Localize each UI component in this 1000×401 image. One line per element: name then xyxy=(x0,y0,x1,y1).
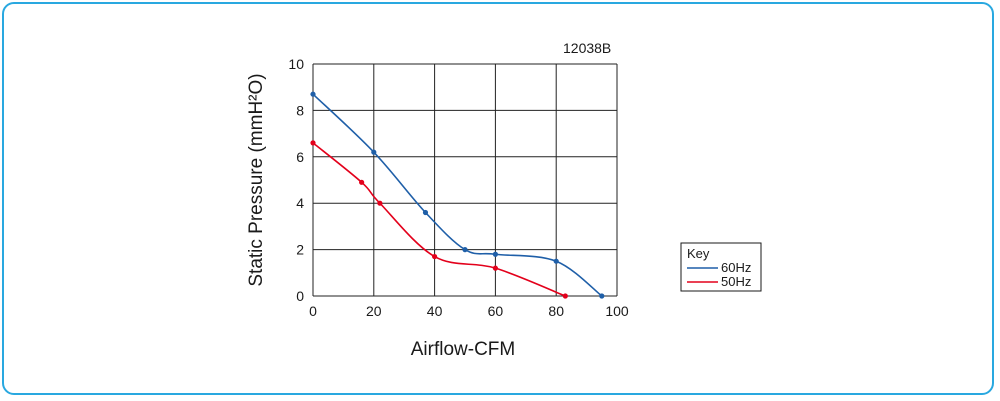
series-layer xyxy=(310,91,605,299)
x-tick-label: 40 xyxy=(427,303,443,319)
y-tick-label: 2 xyxy=(296,242,304,258)
legend: Key 60Hz 50Hz xyxy=(680,242,762,292)
legend-box xyxy=(680,242,762,292)
y-tick-label: 6 xyxy=(296,149,304,165)
plot-grid xyxy=(312,63,618,297)
data-point-60hz xyxy=(599,293,605,299)
legend-label-60hz: 60Hz xyxy=(721,260,751,275)
data-point-50hz xyxy=(310,140,316,146)
x-tick-label: 60 xyxy=(488,303,504,319)
data-point-60hz xyxy=(422,209,429,216)
series-line-60hz xyxy=(312,93,603,297)
y-tick-label: 0 xyxy=(296,288,304,304)
y-tick-label: 10 xyxy=(288,56,304,72)
chart-frame xyxy=(2,2,994,395)
data-point-60hz xyxy=(371,149,377,155)
y-axis-title: Static Pressure (mmH²O) xyxy=(246,73,267,286)
x-tick-label: 100 xyxy=(605,303,629,319)
model-label: 12038B xyxy=(563,40,611,56)
data-point-60hz xyxy=(553,258,559,264)
data-point-50hz xyxy=(492,265,498,271)
data-point-50hz xyxy=(377,200,383,206)
x-axis-title: Airflow-CFM xyxy=(411,339,516,360)
data-point-50hz xyxy=(359,179,365,185)
x-tick-label: 0 xyxy=(309,303,317,319)
axis-ticks: 0 20 40 60 80 100 0 2 4 6 8 10 xyxy=(288,56,628,319)
x-tick-label: 20 xyxy=(366,303,382,319)
legend-label-50hz: 50Hz xyxy=(721,274,751,289)
data-point-60hz xyxy=(492,251,498,257)
data-point-60hz xyxy=(462,247,468,253)
data-point-60hz xyxy=(310,91,316,97)
data-point-50hz xyxy=(562,293,568,299)
x-tick-label: 80 xyxy=(548,303,564,319)
y-tick-label: 8 xyxy=(296,102,304,118)
legend-title: Key xyxy=(687,246,710,261)
y-tick-label: 4 xyxy=(296,195,304,211)
series-line-50hz xyxy=(312,142,566,297)
data-point-50hz xyxy=(432,253,438,260)
